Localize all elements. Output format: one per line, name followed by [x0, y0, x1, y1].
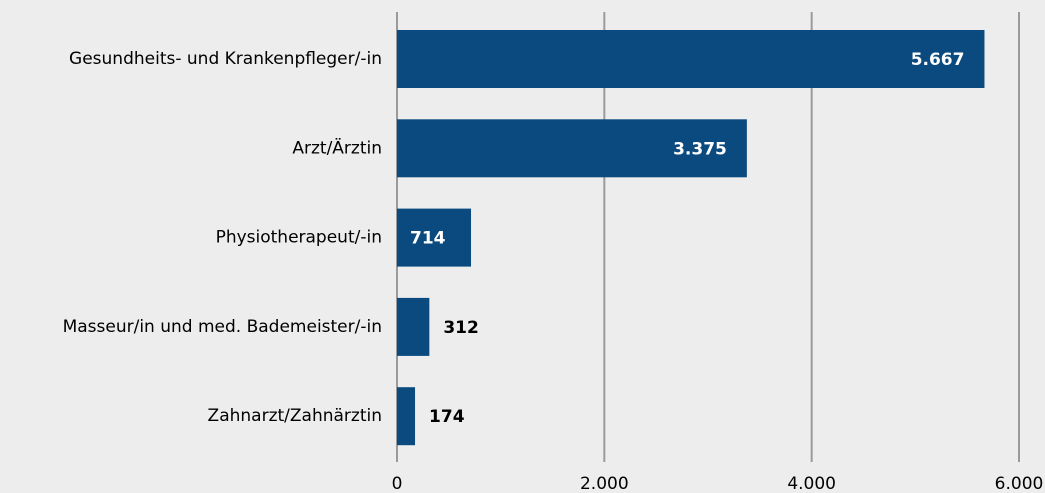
value-label: 5.667	[911, 50, 965, 70]
value-label: 312	[443, 318, 479, 338]
value-label: 3.375	[673, 139, 727, 159]
bar	[397, 297, 430, 356]
x-tick-label: 6.000	[995, 474, 1044, 493]
y-tick-label: Physiotherapeut/-in	[216, 228, 382, 248]
y-tick-label: Arzt/Ärztin	[292, 137, 382, 158]
bar	[397, 208, 472, 267]
value-label: 714	[410, 229, 446, 249]
bar	[397, 119, 747, 178]
value-label: 174	[429, 407, 465, 427]
y-tick-label: Masseur/in und med. Bademeister/-in	[63, 317, 382, 337]
x-tick-label: 2.000	[580, 474, 629, 493]
y-tick-label: Gesundheits- und Krankenpfleger/-in	[69, 49, 382, 69]
x-tick-label: 0	[392, 474, 403, 493]
y-tick-label: Zahnarzt/Zahnärztin	[208, 406, 382, 426]
bar	[397, 30, 985, 88]
x-tick-label: 4.000	[787, 474, 836, 493]
bar	[397, 387, 416, 446]
